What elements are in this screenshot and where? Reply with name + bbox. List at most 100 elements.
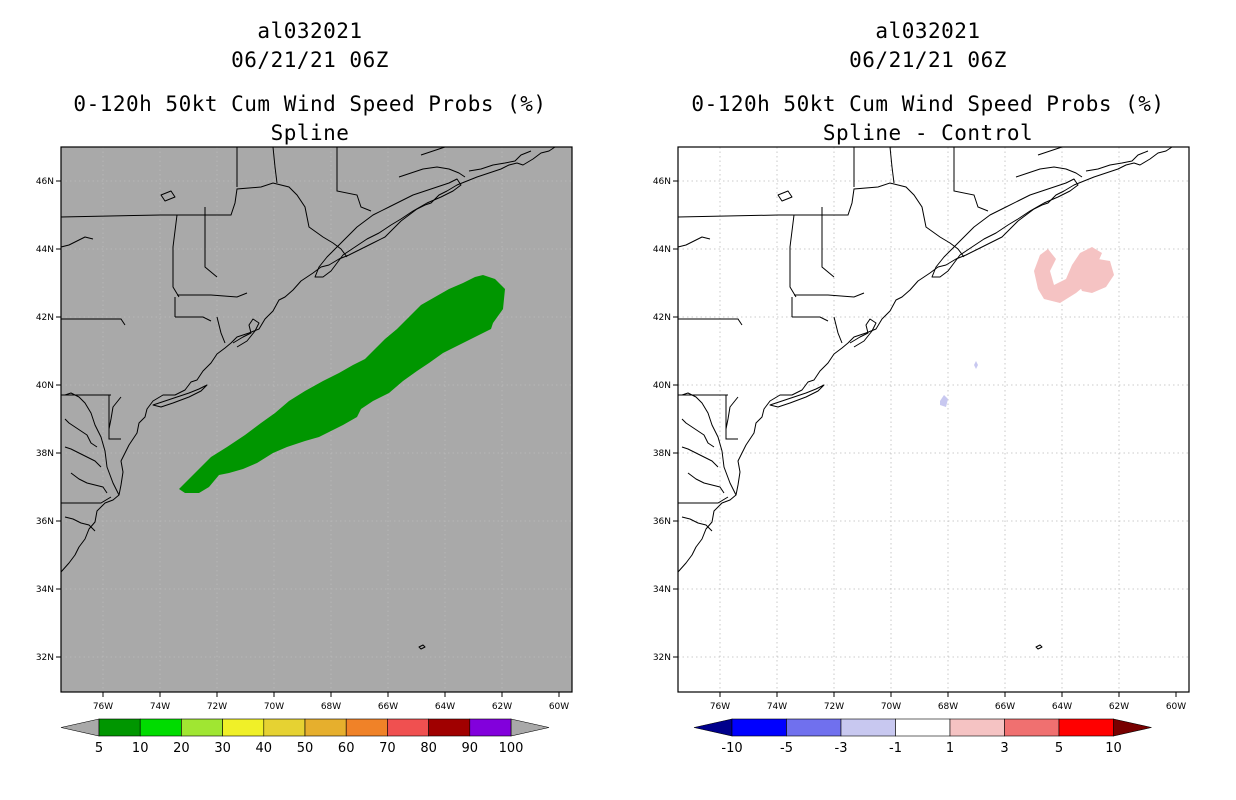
colorbar-label: -10 (721, 741, 742, 756)
lat-label-34N: 34N (36, 585, 54, 595)
right-lat-labels: 46N 44N 42N 40N 38N 36N 34N 32N (653, 177, 671, 663)
left-lat-labels: 46N 44N 42N 40N 38N 36N 34N 32N (36, 177, 54, 663)
colorbar-label: 5 (1055, 741, 1063, 756)
right-panel-title: al032021 06/21/21 06Z 0-120h 50kt Cum Wi… (668, 17, 1188, 148)
colorbar-label: -5 (780, 741, 793, 756)
left-colorbar: 5 10 20 30 40 50 60 70 80 90 100 (60, 718, 550, 756)
right-map-background (678, 147, 1189, 692)
lat-label-34N: 34N (653, 585, 671, 595)
lon-label-68W: 68W (938, 702, 958, 712)
colorbar-segment (731, 718, 787, 737)
colorbar-label: 40 (256, 741, 273, 756)
right-colorbar: -10 -5 -3 -1 1 3 5 10 (693, 718, 1152, 756)
right-title-subtitle: Spline - Control (822, 121, 1034, 145)
lat-label-46N: 46N (36, 177, 54, 187)
colorbar-segment (469, 718, 512, 737)
lon-label-60W: 60W (549, 702, 569, 712)
colorbar-segment (1004, 718, 1060, 737)
lat-label-44N: 44N (36, 245, 54, 255)
left-lon-labels: 76W 74W 72W 70W 68W 66W 64W 62W 60W (93, 702, 569, 712)
lon-label-68W: 68W (321, 702, 341, 712)
colorbar-high-end (1113, 718, 1152, 737)
colorbar-segment (98, 718, 141, 737)
colorbar-label: 5 (95, 741, 103, 756)
colorbar-segment (304, 718, 347, 737)
colorbar-high-end (510, 718, 550, 737)
colorbar-segment (222, 718, 265, 737)
lon-label-60W: 60W (1166, 702, 1186, 712)
right-title-datetime: 06/21/21 06Z (849, 48, 1007, 72)
negative-difference-area (940, 395, 948, 407)
colorbar-segment (949, 718, 1005, 737)
colorbar-segment (139, 718, 182, 737)
lon-label-72W: 72W (207, 702, 227, 712)
probability-swath-5-10pct (179, 275, 505, 493)
positive-difference-area-east (1076, 259, 1114, 293)
lat-label-36N: 36N (36, 517, 54, 527)
colorbar-low-end (693, 718, 733, 737)
colorbar-segment (263, 718, 306, 737)
left-title-product: 0-120h 50kt Cum Wind Speed Probs (%) (73, 92, 547, 116)
colorbar-label: 70 (379, 741, 396, 756)
lat-label-38N: 38N (36, 449, 54, 459)
left-panel-title: al032021 06/21/21 06Z 0-120h 50kt Cum Wi… (50, 17, 570, 148)
colorbar-label: -1 (889, 741, 902, 756)
lat-label-32N: 32N (653, 653, 671, 663)
colorbar-label: 10 (132, 741, 149, 756)
right-title-product: 0-120h 50kt Cum Wind Speed Probs (%) (691, 92, 1165, 116)
positive-difference-area (1034, 247, 1102, 303)
colorbar-label: 60 (338, 741, 355, 756)
lon-label-76W: 76W (93, 702, 113, 712)
colorbar-segment (1058, 718, 1114, 737)
right-map: 76W 74W 72W 70W 68W 66W 64W 62W 60W 46N 44N 42N 40N… (653, 146, 1190, 712)
lon-label-62W: 62W (1109, 702, 1129, 712)
lon-label-72W: 72W (824, 702, 844, 712)
lon-label-64W: 64W (435, 702, 455, 712)
lon-label-70W: 70W (881, 702, 901, 712)
colorbar-segment (345, 718, 388, 737)
lon-label-74W: 74W (150, 702, 170, 712)
lon-label-74W: 74W (767, 702, 787, 712)
colorbar-label: 20 (173, 741, 190, 756)
colorbar-label: 1 (946, 741, 954, 756)
lon-label-66W: 66W (378, 702, 398, 712)
colorbar-label: 100 (499, 741, 524, 756)
left-map-frame (60, 146, 573, 693)
colorbar-segment (387, 718, 429, 737)
lon-label-76W: 76W (710, 702, 730, 712)
colorbar-label: 90 (462, 741, 479, 756)
lon-label-66W: 66W (995, 702, 1015, 712)
lat-label-44N: 44N (653, 245, 671, 255)
left-map: 76W 74W 72W 70W 68W 66W 64W 62W 60W 46N 44N 42N 40N… (36, 146, 573, 712)
lon-label-62W: 62W (492, 702, 512, 712)
lat-label-38N: 38N (653, 449, 671, 459)
lat-label-40N: 40N (653, 381, 671, 391)
right-title-storm-id: al032021 (875, 19, 981, 43)
right-map-frame (677, 146, 1190, 693)
colorbar-segment (786, 718, 842, 737)
colorbar-segment (181, 718, 223, 737)
colorbar-segment (895, 718, 951, 737)
colorbar-low-end (60, 718, 100, 737)
colorbar-label: 50 (297, 741, 314, 756)
left-title-subtitle: Spline (270, 121, 350, 145)
negative-difference-area-north (974, 361, 978, 369)
lat-label-42N: 42N (653, 313, 671, 323)
colorbar-label: -3 (835, 741, 848, 756)
colorbar-segment (840, 718, 896, 737)
lat-label-32N: 32N (36, 653, 54, 663)
lon-label-64W: 64W (1052, 702, 1072, 712)
left-title-datetime: 06/21/21 06Z (231, 48, 389, 72)
left-title-storm-id: al032021 (257, 19, 363, 43)
lat-label-40N: 40N (36, 381, 54, 391)
colorbar-label: 10 (1105, 741, 1122, 756)
right-lon-labels: 76W 74W 72W 70W 68W 66W 64W 62W 60W (710, 702, 1186, 712)
lat-label-42N: 42N (36, 313, 54, 323)
colorbar-label: 80 (420, 741, 437, 756)
colorbar-label: 3 (1000, 741, 1008, 756)
lat-label-46N: 46N (653, 177, 671, 187)
lat-label-36N: 36N (653, 517, 671, 527)
colorbar-label: 30 (214, 741, 231, 756)
colorbar-segment (428, 718, 471, 737)
